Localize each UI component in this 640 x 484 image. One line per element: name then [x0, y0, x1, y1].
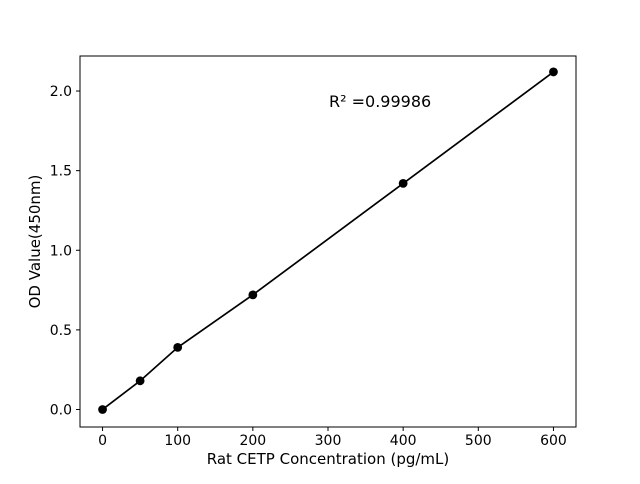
- plot-area: [79, 55, 577, 428]
- x-tick-label: 600: [540, 433, 567, 449]
- r-squared-annotation: R² =0.99986: [329, 92, 431, 111]
- data-point: [398, 178, 408, 188]
- x-tick-label: 100: [164, 433, 191, 449]
- data-point: [173, 342, 183, 352]
- y-tick-label: 0.0: [50, 402, 72, 418]
- data-point: [98, 405, 107, 414]
- data-point: [549, 67, 558, 77]
- x-tick-label: 300: [315, 433, 342, 449]
- x-axis-label: Rat CETP Concentration (pg/mL): [207, 450, 450, 468]
- y-tick-label: 1.0: [50, 243, 72, 259]
- y-tick-label: 0.5: [50, 323, 72, 339]
- x-tick-label: 400: [390, 433, 417, 449]
- y-tick-label: 1.5: [50, 164, 72, 180]
- data-point: [248, 290, 258, 300]
- series-line: [102, 71, 554, 411]
- y-tick-label: 2.0: [50, 84, 72, 100]
- x-tick-label: 200: [239, 433, 266, 449]
- x-tick-label: 0: [98, 433, 107, 449]
- data-point: [135, 376, 145, 386]
- x-tick-label: 500: [465, 433, 492, 449]
- y-axis-label: OD Value(450nm): [26, 175, 44, 309]
